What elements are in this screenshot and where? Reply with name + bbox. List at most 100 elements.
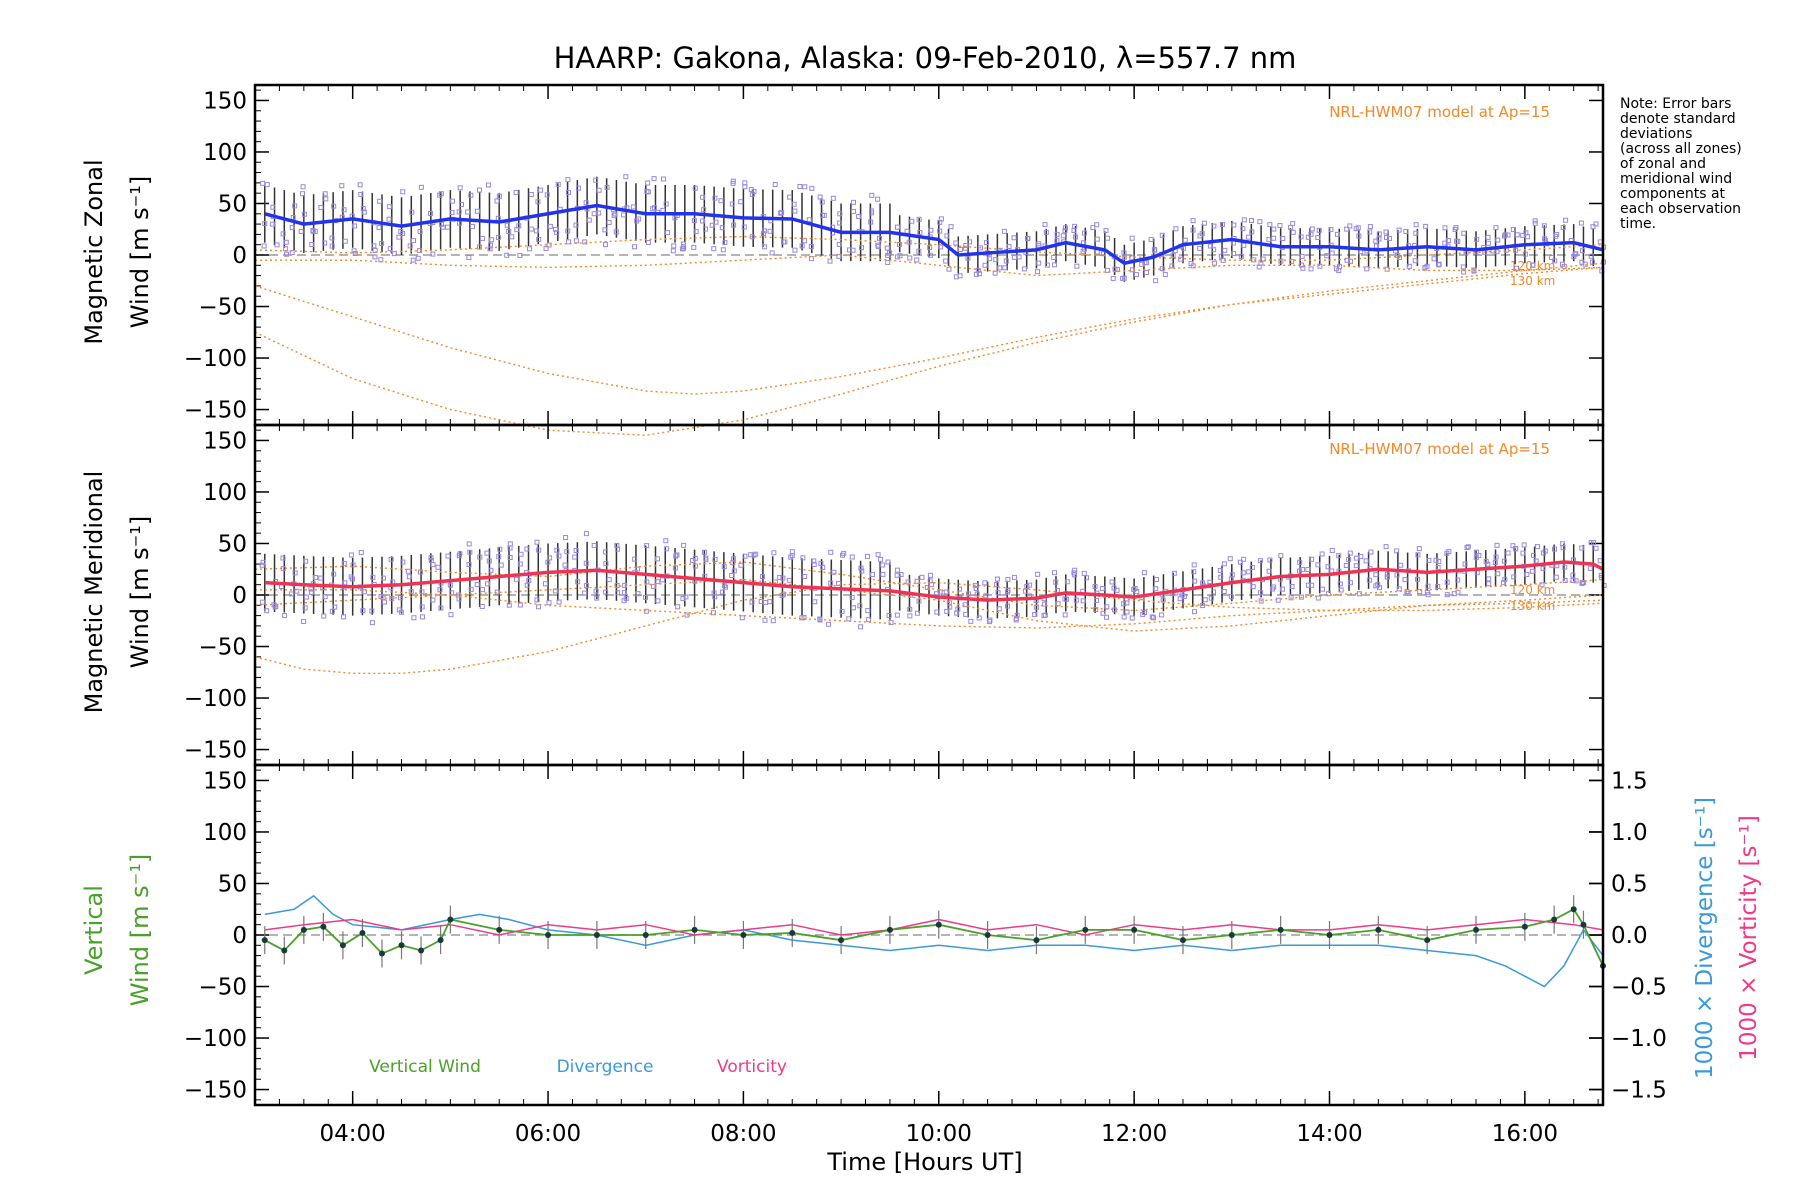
obs-point [1462, 561, 1468, 567]
obs-point [536, 547, 542, 553]
obs-point [1452, 226, 1458, 232]
obs-point [1004, 603, 1010, 609]
obs-point [270, 204, 276, 210]
obs-point [308, 586, 314, 592]
obs-point [1580, 248, 1586, 254]
obs-point [709, 222, 715, 228]
obs-point [1319, 551, 1325, 557]
obs-point [1211, 223, 1217, 229]
obs-point [518, 551, 524, 557]
obs-point [479, 235, 485, 241]
obs-point [457, 185, 463, 191]
obs-point [643, 608, 649, 614]
obs-point [400, 189, 406, 195]
obs-point [1315, 562, 1321, 568]
obs-point [1241, 242, 1247, 248]
obs-point [1170, 252, 1176, 258]
y-tick-label: −100 [184, 346, 247, 372]
obs-point [632, 244, 638, 250]
zonal-model-label: NRL-HWM07 model at Ap=15 [1329, 103, 1550, 121]
x-tick-label: 06:00 [515, 1121, 581, 1147]
obs-point [1100, 610, 1106, 616]
obs-point [645, 180, 651, 186]
obs-point [645, 189, 651, 195]
obs-point [722, 239, 728, 245]
obs-point [615, 590, 621, 596]
obs-point [318, 575, 324, 581]
obs-point [1071, 570, 1077, 576]
obs-point [997, 265, 1003, 271]
obs-point [767, 599, 773, 605]
obs-point [1192, 578, 1198, 584]
obs-point [534, 539, 540, 545]
obs-point [358, 191, 364, 197]
obs-point [703, 557, 709, 563]
obs-point [1231, 251, 1237, 257]
obs-point [1053, 579, 1059, 585]
obs-point [1397, 254, 1403, 260]
obs-point [1062, 225, 1068, 231]
obs-point [1149, 614, 1155, 620]
obs-point [1092, 583, 1098, 589]
obs-point [966, 591, 972, 597]
obs-point [1090, 225, 1096, 231]
obs-point [655, 579, 661, 585]
obs-point [428, 210, 434, 216]
obs-point [358, 550, 364, 556]
obs-point [659, 577, 665, 583]
obs-point [1043, 229, 1049, 235]
obs-point [894, 254, 900, 260]
obs-point [572, 554, 578, 560]
obs-point [1597, 558, 1603, 564]
obs-point [937, 589, 943, 595]
obs-point [428, 558, 434, 564]
obs-point [361, 209, 367, 215]
obs-point [1346, 557, 1352, 563]
obs-point [681, 542, 687, 548]
obs-point [407, 243, 413, 249]
obs-point [994, 582, 1000, 588]
obs-point [630, 204, 636, 210]
obs-point [564, 549, 570, 555]
obs-point [780, 575, 786, 581]
obs-point [894, 567, 900, 573]
zonal-mean-line [264, 203, 1604, 266]
obs-point [655, 556, 661, 562]
obs-point [1384, 571, 1390, 577]
obs-point [430, 251, 436, 257]
x-tick-label: 16:00 [1492, 1121, 1558, 1147]
obs-point [484, 550, 490, 556]
y-tick-label: −150 [184, 738, 247, 764]
obs-point [713, 219, 719, 225]
vertical-wind-point [320, 923, 327, 930]
obs-point [1364, 266, 1370, 272]
right-tick-label: 0.0 [1611, 923, 1648, 949]
obs-point [1431, 256, 1437, 262]
right-tick-label: 0.5 [1611, 871, 1648, 897]
y-tick-label: 100 [203, 820, 247, 846]
obs-point [350, 562, 356, 568]
obs-point [1202, 597, 1208, 603]
obs-point [260, 559, 266, 565]
obs-point [465, 209, 471, 215]
obs-point [449, 210, 455, 216]
obs-point [1218, 574, 1224, 580]
obs-point [917, 229, 923, 235]
note-text: Note: Error bars denote standard deviati… [1620, 96, 1742, 232]
obs-point [1415, 552, 1421, 558]
vorticity-axis-label: 1000 × Vorticity [s⁻¹] [1736, 815, 1762, 1061]
obs-point [907, 613, 913, 619]
obs-point [1367, 224, 1373, 230]
obs-point [885, 259, 891, 265]
obs-point [554, 547, 560, 553]
obs-point [1120, 275, 1126, 281]
obs-point [809, 185, 815, 191]
obs-point [573, 238, 579, 244]
obs-point [1511, 574, 1517, 580]
vertical-wind-point [1473, 926, 1480, 933]
obs-point [398, 609, 404, 615]
obs-point [802, 574, 808, 580]
note-line: components at [1620, 186, 1726, 202]
model-curve [255, 254, 1604, 277]
obs-point [348, 574, 354, 580]
